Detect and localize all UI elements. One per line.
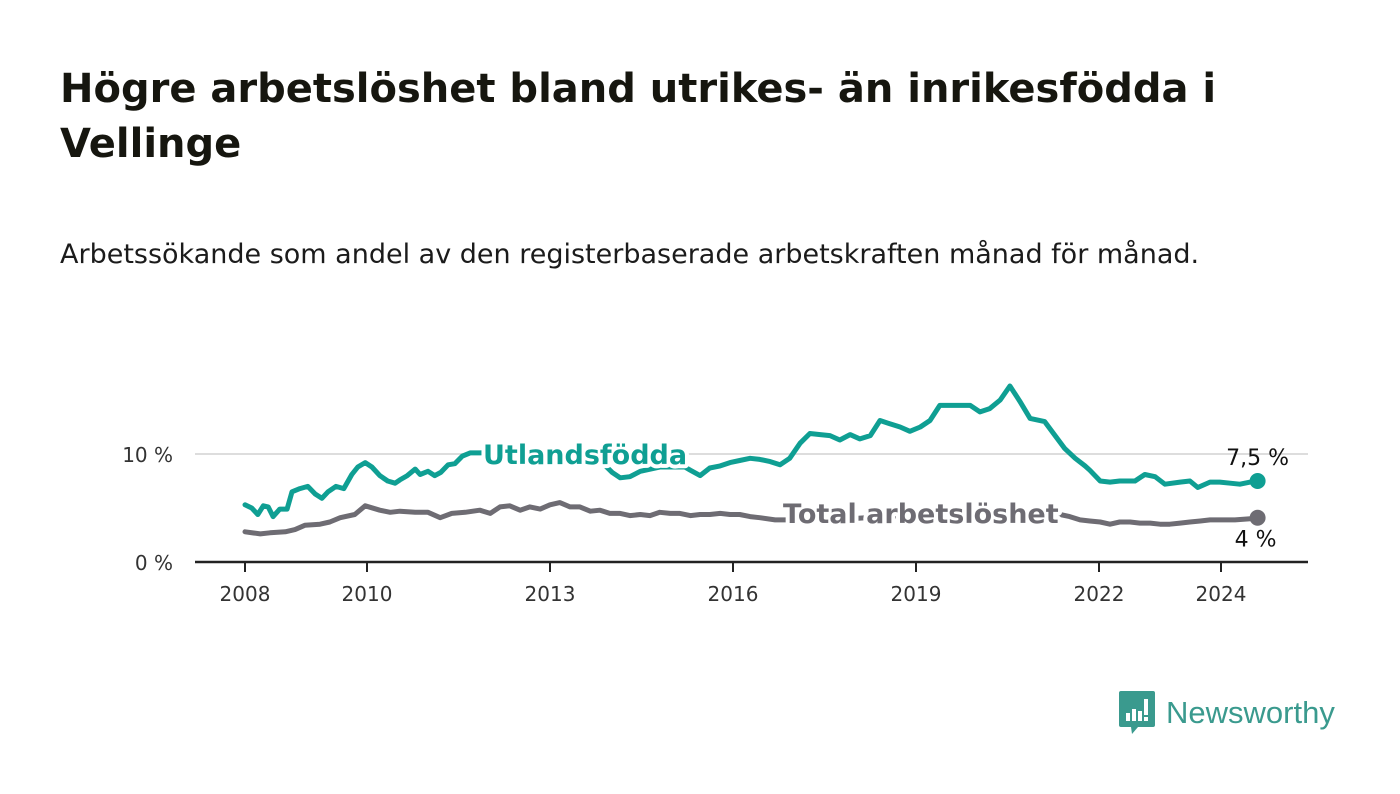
series-label-total: Total arbetslöshet [783, 499, 1059, 530]
end-point-utlandsfodda [1249, 473, 1266, 489]
series-label-utlandsfodda: Utlandsfödda [483, 440, 687, 471]
chart-title: Högre arbetslöshet bland utrikes- än inr… [60, 66, 1217, 167]
x-tick-label: 2013 [525, 582, 576, 606]
y-tick-label: 0 % [135, 551, 173, 575]
logo-text: Newsworthy [1166, 695, 1335, 730]
x-tick-label: 2024 [1196, 582, 1247, 606]
series-layer [242, 383, 1266, 537]
axis-ticks: 2008 2010 2013 2016 2019 2022 2024 0 % 10 % [122, 443, 1246, 606]
x-tick-label: 2019 [891, 582, 942, 606]
x-tick-label: 2016 [708, 582, 759, 606]
x-tick-label: 2008 [220, 582, 271, 606]
series-line-utlandsfodda [242, 383, 1261, 520]
x-tick-label: 2010 [342, 582, 393, 606]
chart-subtitle: Arbetssökande som andel av den registerb… [60, 239, 1200, 270]
y-tick-label: 10 % [122, 443, 173, 467]
bar-chart-speech-bubble-icon [1119, 691, 1155, 734]
end-value-label-utlandsfodda: 7,5 % [1226, 446, 1289, 471]
series-line-total [242, 500, 1261, 537]
end-point-total [1249, 509, 1266, 526]
x-tick-label: 2022 [1074, 582, 1125, 606]
end-value-label-total: 4 % [1235, 528, 1277, 553]
newsworthy-logo: Newsworthy [1118, 690, 1335, 736]
